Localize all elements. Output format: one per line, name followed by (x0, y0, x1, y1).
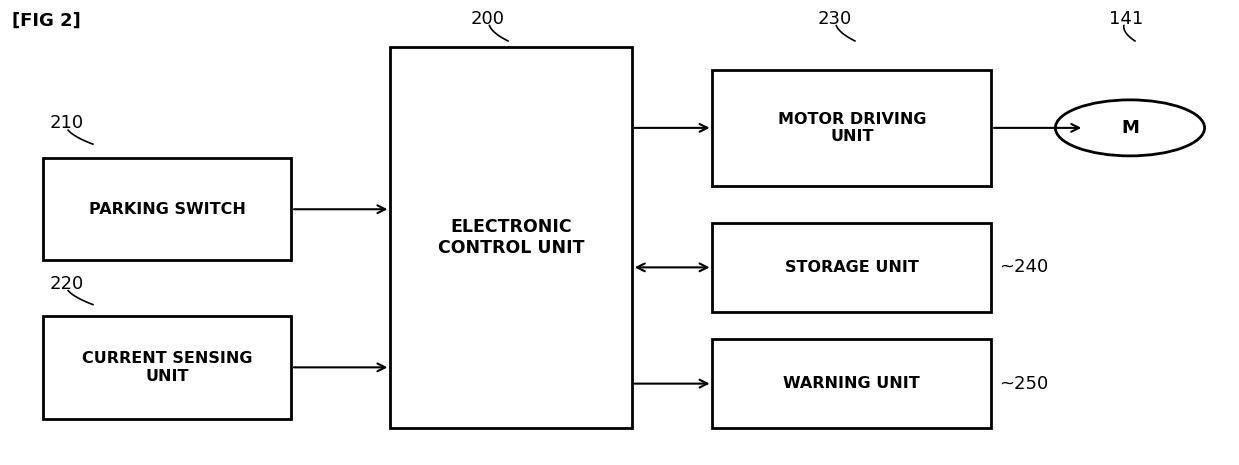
Text: PARKING SWITCH: PARKING SWITCH (89, 202, 245, 217)
Text: 200: 200 (471, 10, 504, 27)
Bar (712, 70, 991, 186)
Text: STORAGE UNIT: STORAGE UNIT (784, 260, 919, 275)
Text: MOTOR DRIVING
UNIT: MOTOR DRIVING UNIT (778, 112, 926, 144)
Text: 210: 210 (50, 114, 84, 132)
Bar (43, 316, 291, 418)
Circle shape (1056, 100, 1204, 156)
Text: ELECTRONIC
CONTROL UNIT: ELECTRONIC CONTROL UNIT (437, 218, 585, 257)
Bar (43, 158, 291, 260)
Bar (712, 339, 991, 428)
Text: CURRENT SENSING
UNIT: CURRENT SENSING UNIT (82, 351, 253, 384)
Text: WARNING UNIT: WARNING UNIT (783, 376, 921, 391)
Text: ~240: ~240 (999, 259, 1048, 276)
Text: M: M (1121, 119, 1139, 137)
Bar (390, 46, 632, 428)
Text: [FIG 2]: [FIG 2] (12, 12, 81, 30)
Bar (712, 223, 991, 312)
Text: 230: 230 (818, 10, 852, 27)
Text: ~250: ~250 (999, 375, 1048, 392)
Text: 220: 220 (50, 275, 84, 292)
Text: 141: 141 (1109, 10, 1144, 27)
